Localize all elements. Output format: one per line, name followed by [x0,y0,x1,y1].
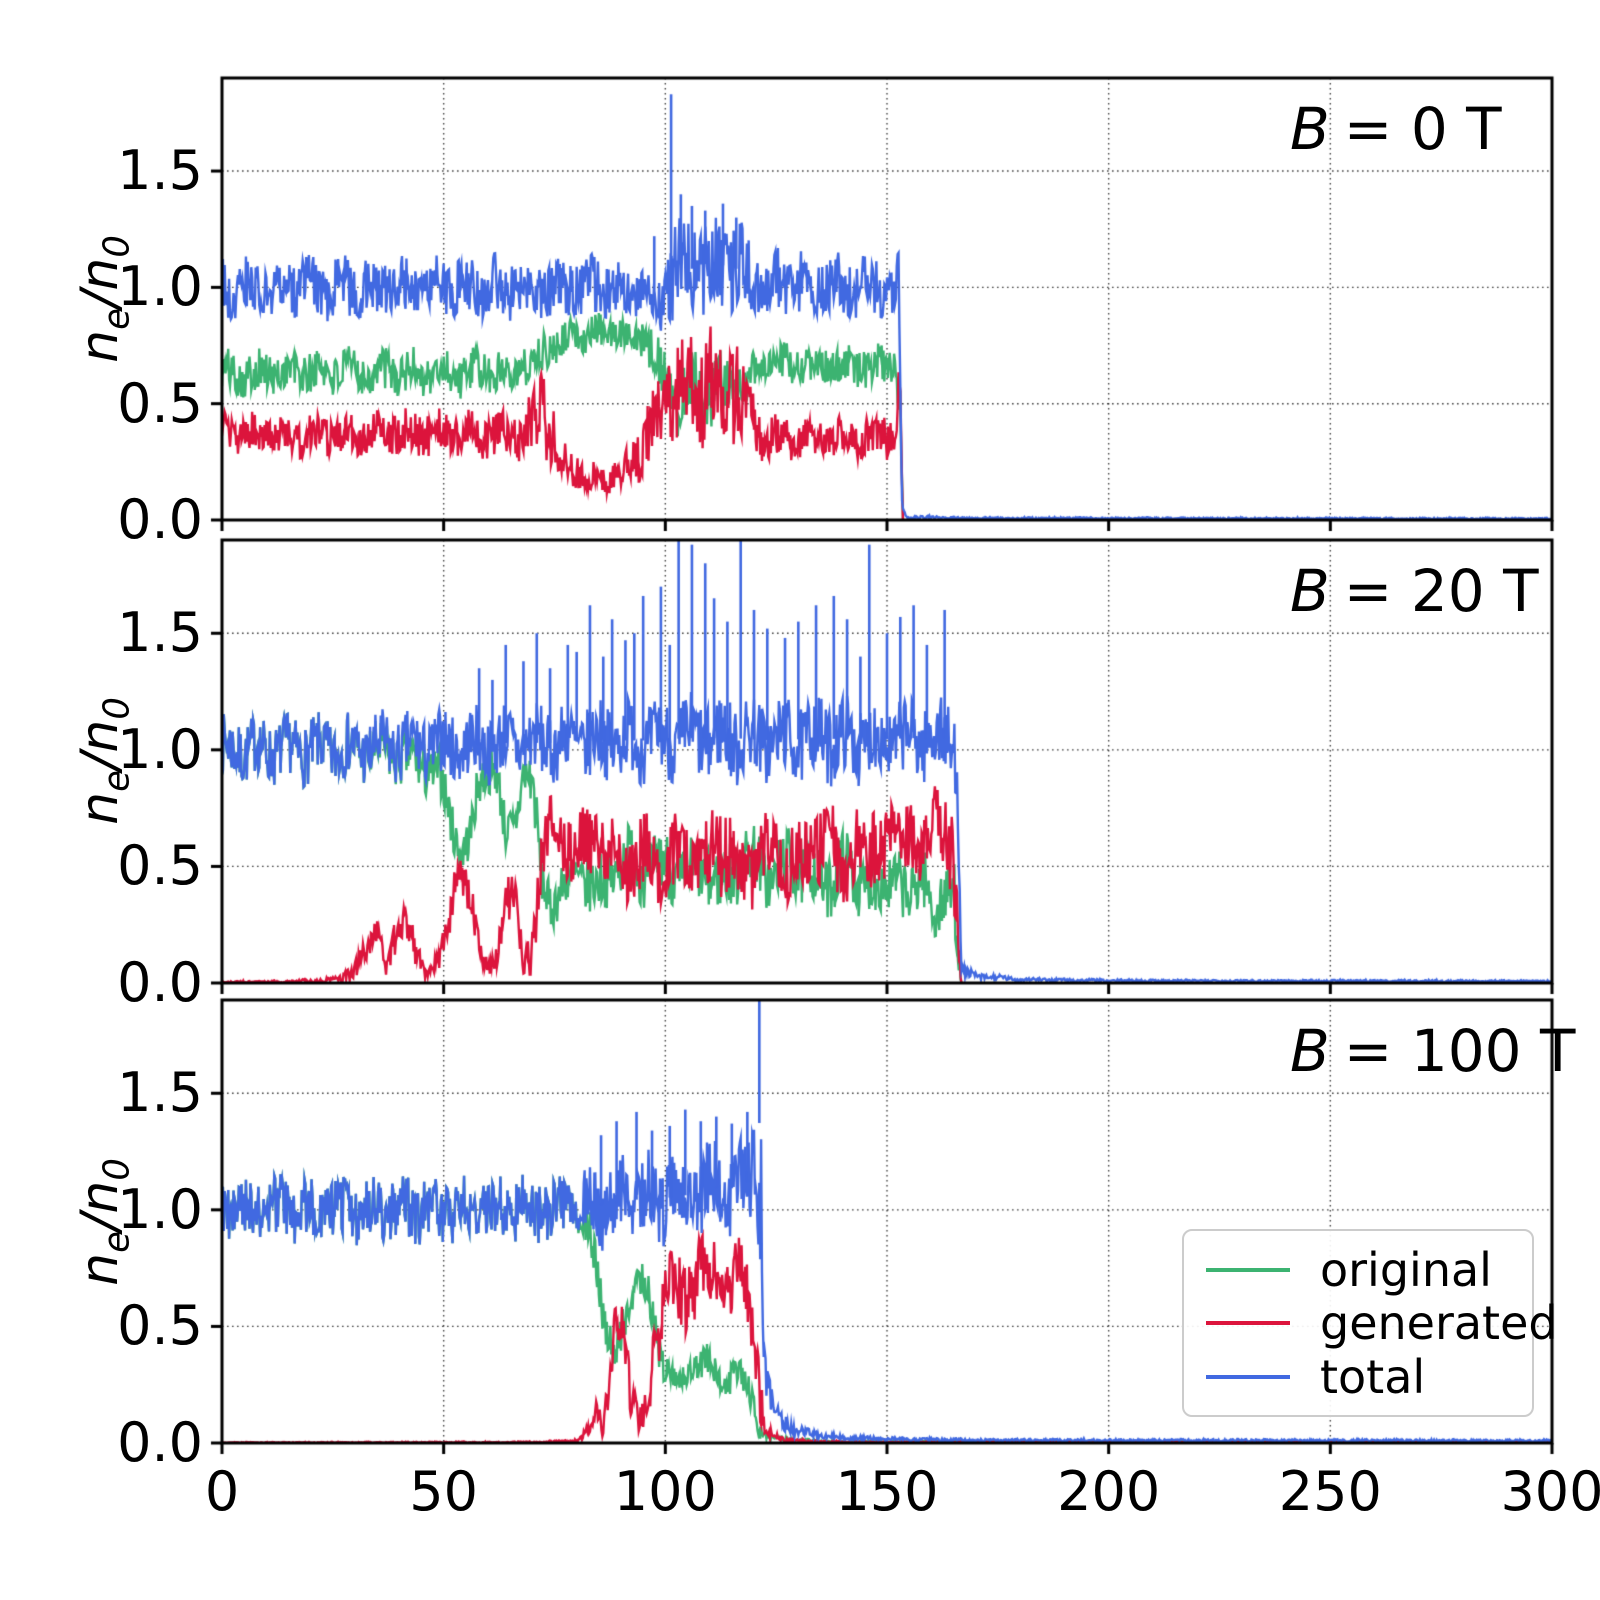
ylabel-n: n [70,791,130,825]
legend-line-generated [1206,1321,1290,1325]
legend-line-total [1206,1374,1290,1379]
y-tick-label: 1.5 [117,601,203,665]
ylabel-sub-0: 0 [96,697,138,720]
y-tick-label: 1.0 [117,717,203,781]
y-tick-label: 0.5 [117,834,203,898]
legend-item-generated: generated [1206,1300,1558,1346]
panel-3-title-value: = 100 T [1343,1017,1576,1085]
panel-3-title-symbol: B [1290,1017,1330,1085]
ylabel-sub-0: 0 [96,235,138,258]
x-tick-label: 300 [1500,1460,1600,1523]
panel-1-title-symbol: B [1290,95,1330,163]
panel-3-title: B = 100 T [1290,1020,1575,1082]
y-tick-label: 0.0 [117,488,203,551]
y-tick-label: 0.5 [117,371,203,435]
panel-2-title: B = 20 T [1290,560,1539,622]
legend-label-original: original [1320,1242,1492,1297]
x-tick-label: 0 [204,1460,240,1523]
panel-1-title-value: = 0 T [1343,95,1502,163]
y-tick-label: 1.0 [117,1177,203,1241]
y-tick-label: 1.0 [117,255,203,319]
panel-2-title-symbol: B [1290,557,1330,625]
y-tick-label: 1.5 [117,139,203,203]
y-tick-label: 0.5 [117,1294,203,1358]
legend-label-generated: generated [1320,1296,1558,1350]
legend-line-original [1206,1267,1290,1272]
legend-item-original: original [1206,1247,1522,1293]
legend-label-total: total [1320,1349,1426,1404]
x-tick-label: 50 [409,1460,479,1523]
ylabel-n: n [70,1252,130,1286]
x-tick-label: 250 [1278,1460,1382,1523]
legend-item-total: total [1206,1354,1522,1400]
panel-2-title-value: = 20 T [1343,557,1539,625]
y-tick-label: 0.0 [117,951,203,1014]
y-tick-label: 1.5 [117,1061,203,1125]
ylabel-n: n [70,329,130,363]
x-tick-label: 100 [613,1460,717,1523]
x-tick-label: 150 [835,1460,939,1523]
y-tick-label: 0.0 [117,1411,203,1474]
legend: original generated total [1182,1229,1558,1417]
x-tick-label: 200 [1057,1460,1161,1523]
panel-1-title: B = 0 T [1290,98,1502,160]
